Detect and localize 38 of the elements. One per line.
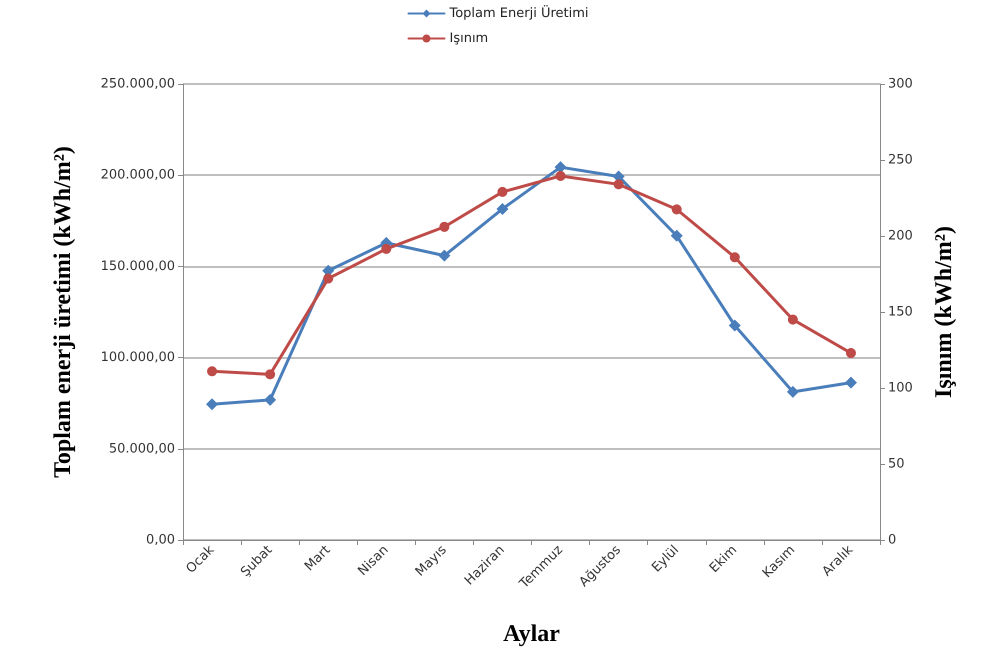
y2-tick-label: 300: [888, 76, 913, 92]
y2-axis-title: Işınım (kWh/m²): [931, 226, 957, 398]
point: [556, 170, 566, 181]
y2-tick-label: 100: [888, 380, 913, 396]
point: [439, 222, 450, 232]
point: [844, 376, 857, 389]
point: [207, 366, 218, 376]
point: [614, 179, 624, 190]
point: [381, 244, 392, 254]
point: [788, 314, 798, 325]
point: [265, 369, 276, 380]
point: [323, 274, 334, 284]
point: [264, 394, 276, 406]
y2-tick-label: 0: [888, 532, 896, 548]
y2-tick-label: 50: [888, 456, 905, 472]
point: [496, 202, 508, 215]
point: [497, 186, 508, 197]
y2-tick-label: 150: [888, 304, 913, 320]
y2-tick-label: 250: [888, 152, 913, 168]
legend-label: Işınım: [449, 31, 488, 46]
y-tick-label: 0,00: [146, 532, 175, 548]
y-tick-label: 250.000,00: [100, 76, 175, 92]
point: [438, 250, 450, 262]
point: [730, 252, 740, 262]
x-axis-title: Aylar: [503, 621, 560, 647]
y-axis-title: Toplam enerji üretimi (kWh/m²): [50, 146, 76, 478]
y-tick-label: 50.000,00: [108, 441, 175, 456]
point: [728, 320, 741, 332]
y-tick-label: 200.000,00: [100, 168, 175, 183]
point: [672, 204, 682, 214]
legend-label: Toplam Enerji Üretimi: [448, 5, 589, 21]
point: [846, 348, 856, 358]
y-tick-label: 100.000,00: [100, 350, 175, 366]
point: [786, 386, 799, 398]
point: [670, 230, 683, 242]
y-tick-label: 150.000,00: [100, 258, 175, 274]
y2-tick-label: 200: [888, 228, 913, 244]
point: [206, 398, 218, 410]
